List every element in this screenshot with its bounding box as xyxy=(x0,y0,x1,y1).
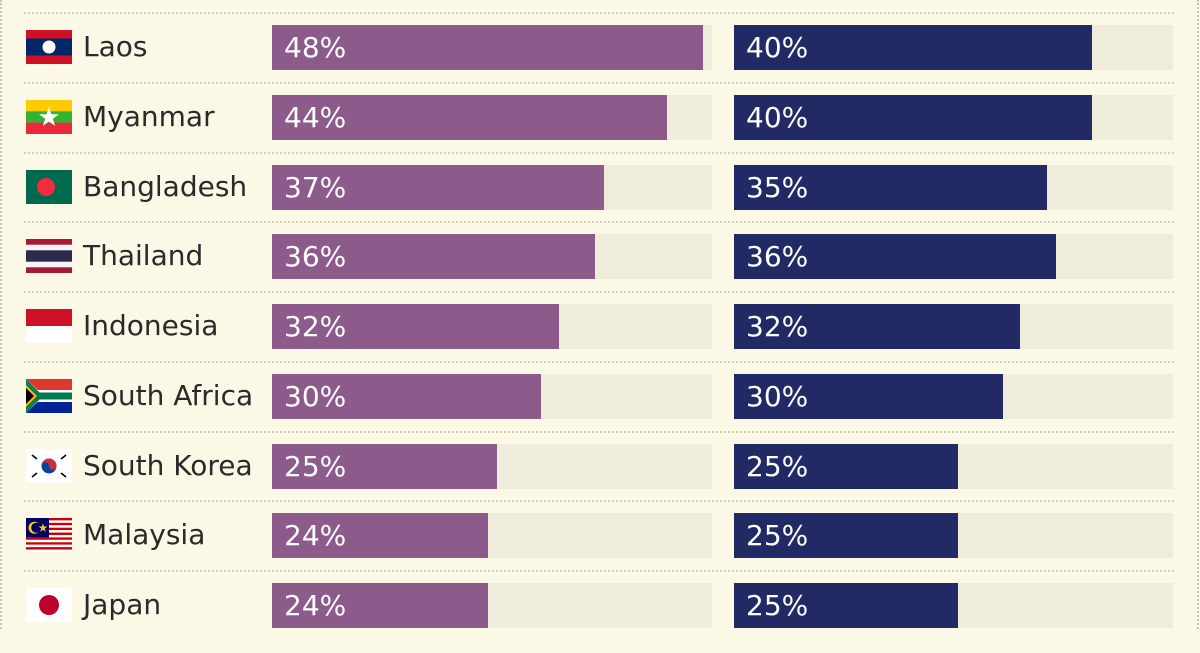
bar-track: 25% xyxy=(734,444,1173,489)
value-label: 36% xyxy=(746,240,809,273)
row-divider xyxy=(24,291,1174,293)
category-label: Myanmar xyxy=(83,100,215,133)
bar-series-2-thailand xyxy=(734,234,1057,279)
value-label: 25% xyxy=(284,450,347,483)
bar-series-1-laos xyxy=(272,25,703,70)
bar-series-1-south-africa xyxy=(272,374,542,419)
category-label: Japan xyxy=(83,588,162,621)
bar-series-1-myanmar xyxy=(272,95,668,140)
bar-series-2-south-korea xyxy=(734,444,958,489)
bar-track: 35% xyxy=(734,165,1173,210)
value-label: 25% xyxy=(746,450,809,483)
indonesia-flag-icon xyxy=(26,309,72,343)
bar-chart: Laos 48% 40% Myanmar 44% 40% Bangladesh 37% 35% T… xyxy=(0,12,1200,628)
value-label: 25% xyxy=(746,589,809,622)
bar-series-2-laos xyxy=(734,25,1092,70)
bar-series-1-malaysia xyxy=(272,513,488,558)
category-label: South Korea xyxy=(83,449,253,482)
value-label: 36% xyxy=(284,240,347,273)
bar-series-2-bangladesh xyxy=(734,165,1048,210)
category-label: Laos xyxy=(83,30,148,63)
bar-series-1-indonesia xyxy=(272,304,560,349)
bar-series-1-japan xyxy=(272,583,488,628)
row-divider xyxy=(24,221,1174,223)
bar-series-2-malaysia xyxy=(734,513,958,558)
chart-row-laos: Laos 48% 40% xyxy=(0,12,1200,95)
value-label: 40% xyxy=(746,31,809,64)
bar-series-2-myanmar xyxy=(734,95,1092,140)
chart-frame xyxy=(0,0,1199,629)
bar-series-1-south-korea xyxy=(272,444,497,489)
row-divider xyxy=(24,82,1174,84)
bangladesh-flag-icon xyxy=(26,170,72,204)
value-label: 24% xyxy=(284,519,347,552)
value-label: 32% xyxy=(746,310,809,343)
row-divider xyxy=(24,12,1174,14)
bar-track: 30% xyxy=(272,374,712,419)
chart-row-south-korea: South Korea 25% 25% xyxy=(0,431,1200,514)
bar-series-2-south-africa xyxy=(734,374,1003,419)
bar-track: 40% xyxy=(734,95,1173,140)
bar-track: 32% xyxy=(734,304,1173,349)
chart-row-thailand: Thailand 36% 36% xyxy=(0,221,1200,304)
bar-track: 30% xyxy=(734,374,1173,419)
bar-track: 37% xyxy=(272,165,712,210)
bar-track: 25% xyxy=(734,583,1173,628)
value-label: 32% xyxy=(284,310,347,343)
chart-row-japan: Japan 24% 25% xyxy=(0,570,1200,653)
value-label: 25% xyxy=(746,519,809,552)
thailand-flag-icon xyxy=(26,239,72,273)
value-label: 30% xyxy=(284,380,347,413)
value-label: 30% xyxy=(746,380,809,413)
bar-track: 25% xyxy=(272,444,712,489)
left-border xyxy=(0,0,2,629)
japan-flag-icon xyxy=(26,588,72,622)
row-divider xyxy=(24,570,1174,572)
chart-row-myanmar: Myanmar 44% 40% xyxy=(0,82,1200,165)
category-label: Thailand xyxy=(83,239,204,272)
row-divider xyxy=(24,152,1174,154)
bar-track: 40% xyxy=(734,25,1173,70)
bar-track: 24% xyxy=(272,513,712,558)
value-label: 37% xyxy=(284,171,347,204)
category-label: Bangladesh xyxy=(83,170,248,203)
laos-flag-icon xyxy=(26,30,72,64)
bar-track: 44% xyxy=(272,95,712,140)
bar-track: 36% xyxy=(734,234,1173,279)
bar-series-1-bangladesh xyxy=(272,165,605,210)
right-border xyxy=(1197,0,1199,629)
category-label: South Africa xyxy=(83,379,254,412)
bar-series-1-thailand xyxy=(272,234,596,279)
south-africa-flag-icon xyxy=(26,379,72,413)
value-label: 24% xyxy=(284,589,347,622)
category-label: Indonesia xyxy=(83,309,219,342)
bar-track: 24% xyxy=(272,583,712,628)
value-label: 35% xyxy=(746,171,809,204)
value-label: 44% xyxy=(284,101,347,134)
myanmar-flag-icon xyxy=(26,100,72,134)
row-divider xyxy=(24,361,1174,363)
chart-row-south-africa: South Africa 30% 30% xyxy=(0,361,1200,444)
chart-row-malaysia: Malaysia 24% 25% xyxy=(0,500,1200,583)
south-korea-flag-icon xyxy=(26,449,72,483)
bar-track: 32% xyxy=(272,304,712,349)
bar-series-2-japan xyxy=(734,583,958,628)
chart-row-bangladesh: Bangladesh 37% 35% xyxy=(0,152,1200,235)
bar-track: 36% xyxy=(272,234,712,279)
malaysia-flag-icon xyxy=(26,518,72,552)
value-label: 48% xyxy=(284,31,347,64)
chart-row-indonesia: Indonesia 32% 32% xyxy=(0,291,1200,374)
bar-series-2-indonesia xyxy=(734,304,1021,349)
bar-track: 25% xyxy=(734,513,1173,558)
row-divider xyxy=(24,500,1174,502)
row-divider xyxy=(24,431,1174,433)
value-label: 40% xyxy=(746,101,809,134)
bar-track: 48% xyxy=(272,25,712,70)
category-label: Malaysia xyxy=(83,518,206,551)
